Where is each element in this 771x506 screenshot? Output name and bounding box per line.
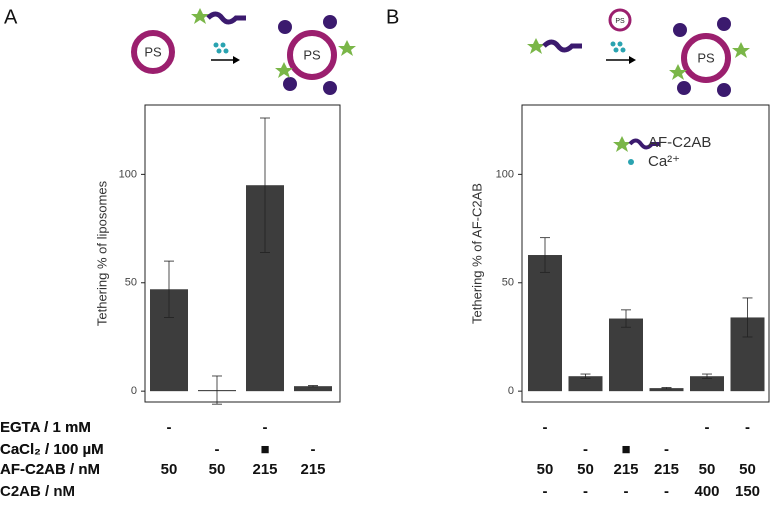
protein <box>677 81 691 95</box>
table-cell: 150 <box>735 483 760 500</box>
y-tick-label: 0 <box>508 385 514 397</box>
star <box>527 38 545 54</box>
table-cell: - <box>705 419 710 436</box>
table-cell: - <box>263 419 268 436</box>
star <box>191 8 209 24</box>
table-cell: 50 <box>537 461 554 478</box>
legend-protein <box>628 138 660 150</box>
ion <box>213 42 219 48</box>
table-cell: 215 <box>300 461 325 478</box>
table-cell: ■ <box>260 441 269 458</box>
star <box>669 64 687 80</box>
ion <box>220 42 226 48</box>
y-tick-label: 0 <box>131 385 137 397</box>
table-cell: - <box>583 441 588 458</box>
bar <box>294 386 332 392</box>
ps-label: PS <box>697 50 715 65</box>
plot-frame <box>521 104 770 403</box>
table-cell: 215 <box>252 461 277 478</box>
protein <box>278 20 292 34</box>
bar <box>690 376 724 392</box>
table-cell: 50 <box>739 461 756 478</box>
bar <box>649 388 684 392</box>
legend-label: AF-C2AB <box>648 134 711 151</box>
liposome <box>131 30 175 74</box>
row-label: AF-C2AB / nM <box>0 461 100 478</box>
ion <box>223 48 229 54</box>
protein <box>323 81 337 95</box>
star <box>338 40 356 56</box>
table-cell: 50 <box>209 461 226 478</box>
y-tick-label: 50 <box>125 277 137 289</box>
bar <box>528 255 562 392</box>
ion <box>216 48 222 54</box>
schematic-b: PS PS AF-C2AB Ca²⁺ <box>527 8 750 170</box>
panel-label: B <box>386 6 399 28</box>
protein <box>717 83 731 97</box>
table-cell: - <box>583 483 588 500</box>
liposome <box>681 33 731 83</box>
table-cell: - <box>664 483 669 500</box>
table-cell: - <box>664 441 669 458</box>
row-label: CaCl₂ / 100 µM <box>0 441 104 458</box>
table-cell: - <box>624 483 629 500</box>
table-cell: 50 <box>161 461 178 478</box>
legend-star <box>613 136 631 152</box>
row-label: EGTA / 1 mM <box>0 419 91 436</box>
protein <box>673 23 687 37</box>
ion <box>610 41 616 47</box>
ion <box>617 41 623 47</box>
arrow-head <box>629 56 636 64</box>
y-tick-label: 50 <box>502 277 514 289</box>
bar <box>568 376 603 392</box>
table-cell: ■ <box>621 441 630 458</box>
plot-frame <box>144 104 341 403</box>
arrow-head <box>233 56 240 64</box>
table-cell: 50 <box>577 461 594 478</box>
protein <box>542 39 582 53</box>
legend-ion <box>628 159 634 165</box>
liposome <box>608 8 632 32</box>
protein <box>206 11 246 25</box>
ps-label: PS <box>144 44 162 59</box>
panel-label: A <box>4 6 18 28</box>
bar <box>609 318 643 392</box>
table-cell: - <box>311 441 316 458</box>
table-cell: - <box>167 419 172 436</box>
row-label: CaCl₂ / 100 µM <box>0 441 104 458</box>
y-axis-label: Tethering % of liposomes <box>94 180 109 326</box>
row-label: EGTA / 1 mM <box>0 419 91 436</box>
schematic-a: PS PS <box>131 8 356 95</box>
y-tick-label: 100 <box>496 168 514 180</box>
row-label: AF-C2AB / nM <box>0 461 100 478</box>
protein <box>323 15 337 29</box>
table-cell: - <box>215 441 220 458</box>
star <box>275 62 293 78</box>
ps-label: PS <box>303 47 321 62</box>
protein <box>717 17 731 31</box>
ps-label: PS <box>615 18 625 25</box>
table-cell: 215 <box>613 461 638 478</box>
legend-label: Ca²⁺ <box>648 153 680 170</box>
table-cell: 215 <box>654 461 679 478</box>
table-cell: 50 <box>699 461 716 478</box>
star <box>732 42 750 58</box>
row-label: C2AB / nM <box>0 483 75 500</box>
protein <box>283 77 297 91</box>
y-axis-label: Tethering % of AF-C2AB <box>469 183 484 324</box>
table-cell: - <box>543 483 548 500</box>
table-cell: - <box>745 419 750 436</box>
liposome <box>287 30 337 80</box>
table-cell: - <box>543 419 548 436</box>
table-cell: 400 <box>694 483 719 500</box>
ion <box>620 47 626 53</box>
y-tick-label: 100 <box>119 168 137 180</box>
ion <box>613 47 619 53</box>
